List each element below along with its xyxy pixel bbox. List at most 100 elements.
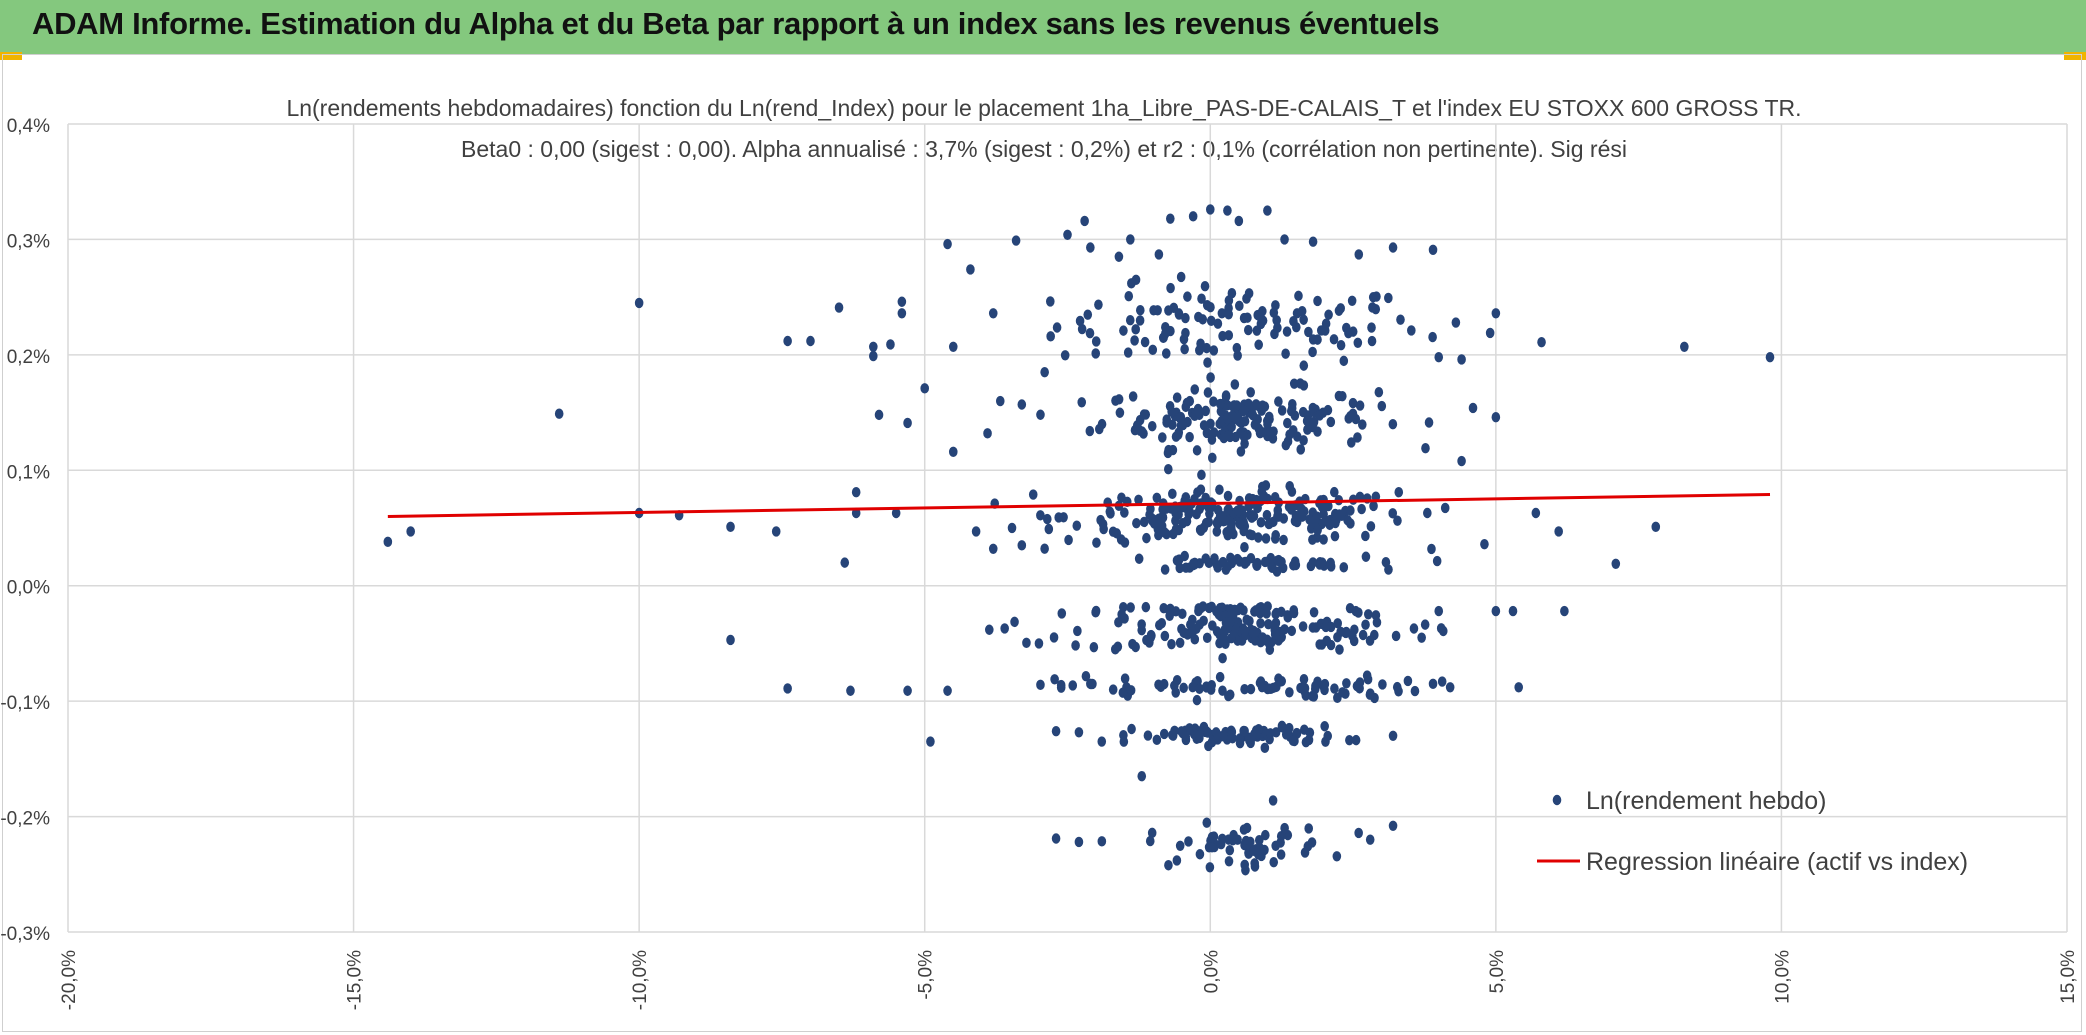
data-point bbox=[1292, 727, 1302, 739]
data-point bbox=[1007, 522, 1017, 534]
data-point bbox=[1480, 538, 1489, 550]
data-point bbox=[1321, 736, 1330, 747]
data-point bbox=[1310, 515, 1320, 527]
data-point bbox=[1081, 671, 1091, 682]
data-point bbox=[1260, 829, 1270, 841]
data-point bbox=[1091, 348, 1101, 359]
data-point bbox=[926, 736, 935, 747]
data-point bbox=[840, 557, 850, 568]
data-point bbox=[1225, 844, 1235, 856]
data-point bbox=[1366, 521, 1376, 532]
data-point bbox=[1135, 315, 1145, 326]
data-point bbox=[1190, 410, 1200, 422]
data-point bbox=[1299, 724, 1309, 735]
data-point bbox=[1149, 518, 1159, 529]
data-point bbox=[1162, 414, 1172, 425]
data-point bbox=[1181, 731, 1191, 743]
data-point bbox=[1315, 559, 1325, 570]
data-point bbox=[1299, 314, 1308, 325]
y-tick-label: 0,3% bbox=[7, 231, 50, 252]
data-point bbox=[1017, 399, 1027, 410]
data-point bbox=[1124, 291, 1134, 302]
data-point bbox=[1287, 402, 1297, 414]
data-point bbox=[1241, 865, 1250, 876]
data-point bbox=[1361, 551, 1371, 562]
data-point bbox=[1167, 638, 1176, 650]
data-point bbox=[1209, 396, 1218, 407]
data-point bbox=[1152, 492, 1162, 503]
data-point bbox=[1288, 735, 1298, 747]
data-point bbox=[1285, 480, 1295, 492]
data-point bbox=[1341, 627, 1351, 639]
data-point bbox=[1256, 618, 1265, 629]
data-point bbox=[851, 487, 861, 498]
data-point bbox=[383, 536, 393, 548]
data-point bbox=[1183, 291, 1192, 302]
data-point bbox=[1040, 366, 1049, 378]
data-point bbox=[1409, 623, 1419, 634]
data-point bbox=[1040, 543, 1049, 554]
data-point bbox=[1611, 558, 1621, 569]
data-point bbox=[1051, 833, 1061, 844]
data-point bbox=[1282, 326, 1292, 337]
data-point bbox=[1147, 827, 1157, 839]
y-tick-label: -0,1% bbox=[0, 693, 50, 714]
data-point bbox=[1170, 725, 1179, 737]
data-point bbox=[1421, 443, 1430, 454]
data-point bbox=[834, 302, 844, 313]
data-point bbox=[1051, 725, 1061, 737]
data-point bbox=[1283, 610, 1292, 621]
data-point bbox=[988, 308, 998, 319]
data-point bbox=[1164, 464, 1173, 475]
data-point bbox=[1086, 678, 1095, 690]
data-point bbox=[1195, 619, 1204, 630]
data-point bbox=[1192, 509, 1201, 520]
data-point bbox=[1303, 841, 1313, 852]
data-point bbox=[886, 339, 895, 350]
data-point bbox=[1263, 205, 1272, 216]
data-point bbox=[1537, 336, 1546, 348]
data-point bbox=[1298, 621, 1308, 632]
data-point bbox=[1112, 528, 1122, 539]
data-point bbox=[1166, 282, 1175, 294]
data-point bbox=[1202, 817, 1212, 828]
data-point bbox=[1204, 516, 1213, 528]
data-point bbox=[1651, 521, 1661, 533]
data-point bbox=[1308, 236, 1318, 247]
data-point bbox=[771, 526, 781, 537]
y-tick-label: 0,0% bbox=[7, 578, 50, 599]
data-point bbox=[1000, 623, 1009, 634]
data-point bbox=[1262, 634, 1272, 645]
data-points bbox=[383, 204, 1775, 876]
data-point bbox=[1201, 405, 1210, 417]
data-point bbox=[1072, 520, 1082, 531]
data-point bbox=[1270, 492, 1280, 503]
data-point bbox=[1188, 614, 1197, 626]
x-axis-ticks: -20,0% -15,0% -10,0% -5,0% 0,0% 5,0% 10,0% 15,0… bbox=[59, 950, 2079, 1010]
data-point bbox=[1161, 348, 1171, 359]
data-point bbox=[1277, 405, 1287, 416]
data-point bbox=[1765, 351, 1775, 363]
data-point bbox=[1434, 605, 1444, 617]
data-point bbox=[1680, 341, 1689, 352]
data-point bbox=[1358, 629, 1368, 641]
data-point bbox=[1197, 469, 1206, 481]
data-point bbox=[1126, 685, 1136, 696]
y-axis-ticks: -0,3% -0,2% -0,1% 0,0% 0,1% 0,2% 0,3% 0,4% bbox=[0, 116, 50, 945]
data-point bbox=[966, 264, 975, 275]
data-point bbox=[1057, 608, 1067, 619]
data-point bbox=[1417, 632, 1426, 643]
data-point bbox=[1120, 507, 1129, 518]
data-point bbox=[1428, 244, 1438, 256]
data-point bbox=[1313, 524, 1322, 536]
data-point bbox=[1137, 770, 1147, 782]
data-point bbox=[1276, 837, 1285, 848]
chart-frame bbox=[2, 54, 2082, 1032]
data-point bbox=[1179, 627, 1189, 638]
data-point bbox=[1347, 437, 1356, 448]
data-point bbox=[1202, 427, 1212, 439]
x-tick-label: 15,0% bbox=[2058, 950, 2079, 1004]
data-point bbox=[1210, 553, 1219, 564]
data-point bbox=[1115, 407, 1125, 418]
data-point bbox=[1217, 833, 1227, 845]
